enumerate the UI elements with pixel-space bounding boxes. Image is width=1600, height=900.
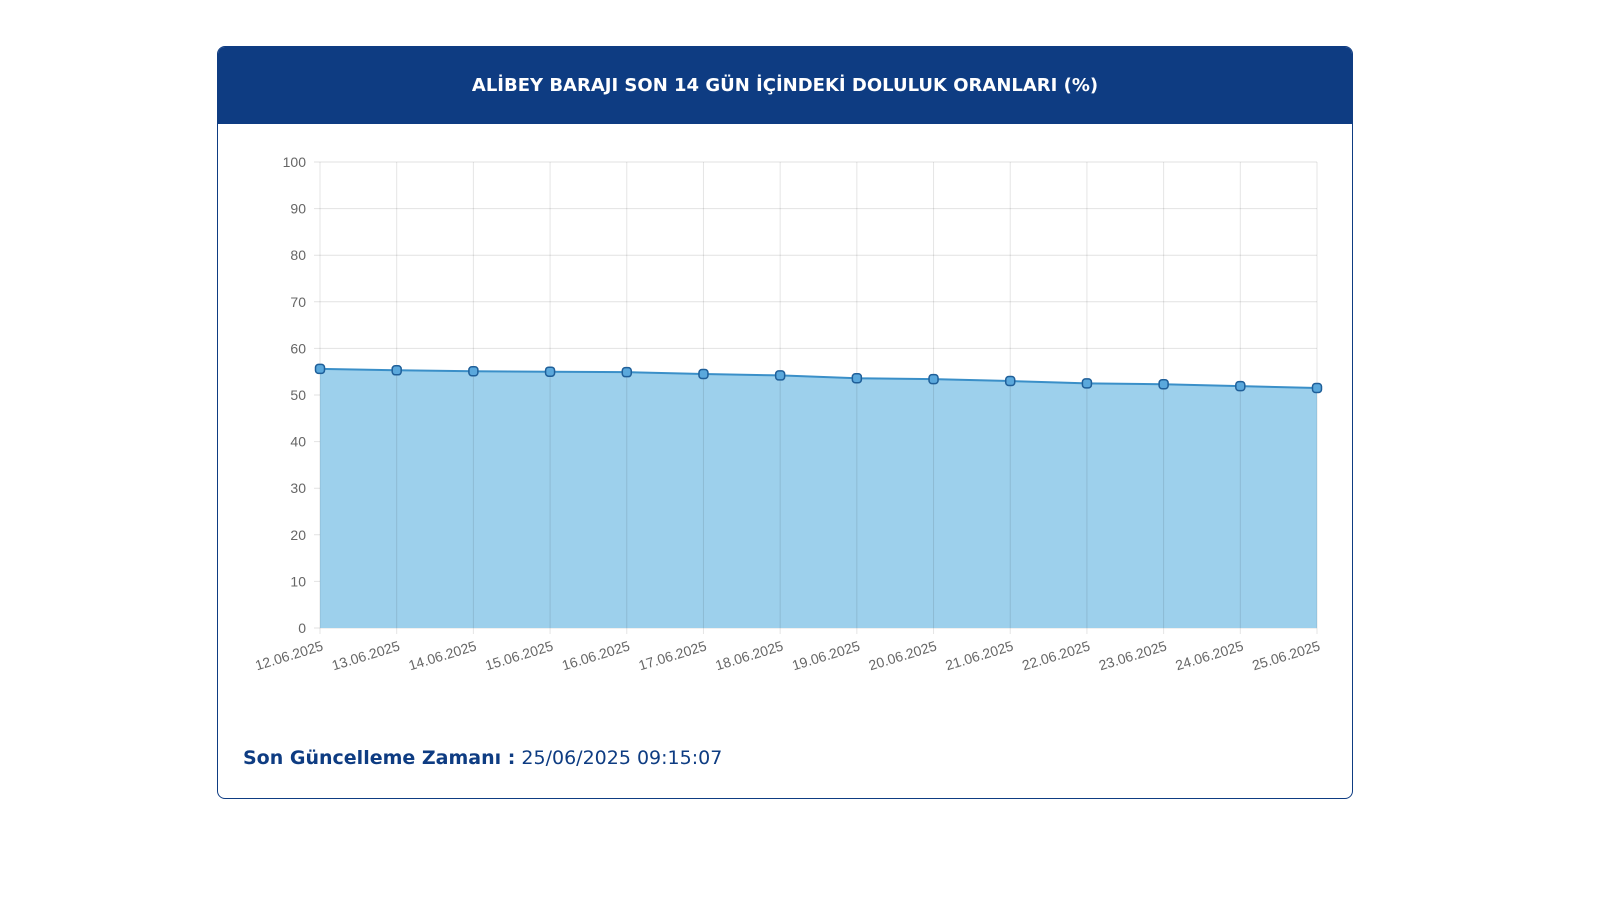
y-tick-label: 90	[290, 201, 306, 217]
series-line	[319, 367, 1318, 390]
data-point	[1158, 379, 1169, 390]
x-tick-label: 15.06.2025	[483, 638, 555, 674]
x-tick-label: 14.06.2025	[407, 638, 479, 674]
x-tick-label: 16.06.2025	[560, 638, 632, 674]
data-point	[928, 373, 939, 385]
data-point	[851, 372, 863, 384]
data-point	[1004, 375, 1016, 387]
data-point	[1081, 378, 1093, 389]
data-point	[391, 365, 402, 376]
data-point	[544, 366, 556, 377]
data-point	[698, 368, 709, 380]
chart-card: ALİBEY BARAJI SON 14 GÜN İÇİNDEKİ DOLULU…	[217, 46, 1353, 799]
x-tick-label: 22.06.2025	[1020, 638, 1092, 674]
y-tick-label: 0	[298, 620, 306, 636]
data-point	[468, 365, 479, 377]
x-tick-label: 20.06.2025	[867, 638, 939, 674]
y-tick-label: 70	[290, 294, 306, 310]
data-point	[314, 363, 326, 375]
area-fill	[320, 368, 1317, 628]
x-tick-label: 23.06.2025	[1097, 638, 1169, 674]
y-tick-label: 50	[290, 387, 306, 403]
x-tick-label: 19.06.2025	[790, 638, 862, 674]
x-tick-label: 17.06.2025	[637, 638, 709, 674]
data-point	[1235, 380, 1246, 392]
last-update: Son Güncelleme Zamanı : 25/06/2025 09:15…	[243, 747, 722, 769]
data-point	[1311, 382, 1323, 394]
x-tick-label: 13.06.2025	[330, 638, 402, 674]
x-tick-label: 18.06.2025	[713, 638, 785, 674]
y-tick-label: 20	[290, 527, 306, 543]
last-update-label: Son Güncelleme Zamanı :	[243, 747, 516, 769]
x-tick-label: 24.06.2025	[1173, 638, 1245, 674]
x-tick-label: 21.06.2025	[943, 638, 1015, 674]
y-tick-label: 60	[290, 340, 306, 356]
x-tick-label: 12.06.2025	[253, 638, 325, 674]
x-tick-label: 25.06.2025	[1250, 638, 1322, 674]
data-point	[621, 366, 633, 378]
data-point	[774, 370, 786, 381]
chart-title: ALİBEY BARAJI SON 14 GÜN İÇİNDEKİ DOLULU…	[218, 47, 1352, 124]
last-update-value: 25/06/2025 09:15:07	[521, 747, 723, 769]
y-tick-label: 30	[290, 480, 306, 496]
y-tick-label: 40	[290, 434, 306, 450]
y-tick-label: 100	[283, 154, 307, 170]
y-tick-label: 10	[290, 573, 306, 589]
y-tick-label: 80	[290, 247, 306, 263]
